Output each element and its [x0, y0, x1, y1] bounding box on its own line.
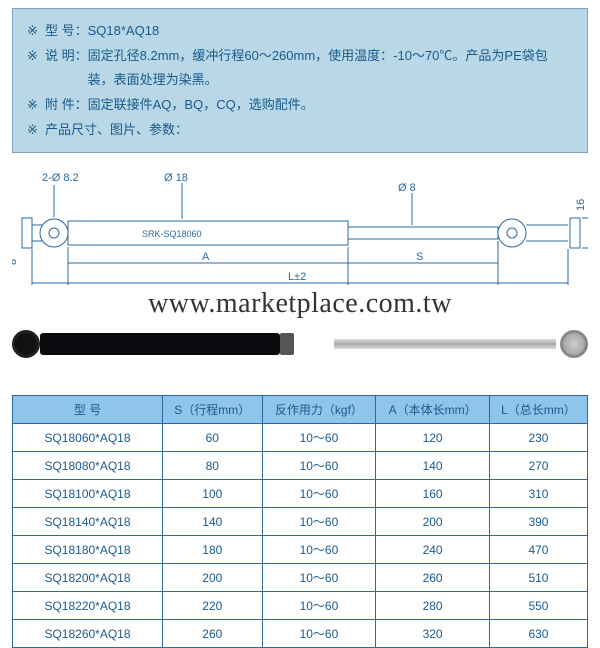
table-row: SQ18080*AQ188010～60140270 [13, 452, 588, 480]
svg-text:Ø 18: Ø 18 [164, 172, 188, 184]
cell-model: SQ18140*AQ18 [13, 508, 163, 536]
cell-model: SQ18180*AQ18 [13, 536, 163, 564]
table-row: SQ18200*AQ1820010～60260510 [13, 564, 588, 592]
cell-a: 140 [376, 452, 490, 480]
gas-spring-rod [334, 339, 556, 349]
size-label: 产品尺寸、图片、参数： [45, 118, 188, 143]
left-eyelet-icon [12, 330, 40, 358]
cell-l: 390 [489, 508, 587, 536]
cell-model: SQ18220*AQ18 [13, 592, 163, 620]
svg-text:8: 8 [12, 259, 19, 265]
table-row: SQ18220*AQ1822010～60280550 [13, 592, 588, 620]
cell-model: SQ18200*AQ18 [13, 564, 163, 592]
rod-cap [280, 333, 294, 355]
cell-l: 550 [489, 592, 587, 620]
table-row: SQ18180*AQ1818010～60240470 [13, 536, 588, 564]
cell-a: 240 [376, 536, 490, 564]
info-panel: ※ 型 号： SQ18*AQ18 ※ 说 明： 固定孔径8.2mm，缓冲行程60… [12, 8, 588, 153]
svg-text:L±2: L±2 [288, 271, 306, 283]
cell-l: 470 [489, 536, 587, 564]
technical-drawing: 2-Ø 8.2 Ø 18 Ø 8 16 8 SRK-SQ18060 A S L±… [12, 163, 588, 293]
cell-s: 80 [163, 452, 263, 480]
cell-a: 160 [376, 480, 490, 508]
cell-l: 310 [489, 480, 587, 508]
cell-l: 270 [489, 452, 587, 480]
table-row: SQ18100*AQ1810010～60160310 [13, 480, 588, 508]
table-row: SQ18260*AQ1826010～60320630 [13, 620, 588, 648]
cell-a: 120 [376, 424, 490, 452]
cell-model: SQ18080*AQ18 [13, 452, 163, 480]
svg-text:2-Ø 8.2: 2-Ø 8.2 [42, 172, 79, 184]
cell-force: 10～60 [262, 536, 376, 564]
cell-a: 280 [376, 592, 490, 620]
svg-text:Ø 8: Ø 8 [398, 182, 416, 194]
cell-force: 10～60 [262, 452, 376, 480]
svg-text:16: 16 [575, 199, 587, 211]
model-value: SQ18*AQ18 [88, 19, 160, 44]
th-stroke: S（行程mm） [163, 396, 263, 424]
svg-text:SRK-SQ18060: SRK-SQ18060 [142, 229, 202, 239]
cell-l: 510 [489, 564, 587, 592]
cell-a: 200 [376, 508, 490, 536]
cell-s: 60 [163, 424, 263, 452]
table-row: SQ18140*AQ1814010～60200390 [13, 508, 588, 536]
cell-s: 100 [163, 480, 263, 508]
spec-table: 型 号 S（行程mm） 反作用力（kgf） A（本体长mm） L（总长mm） S… [12, 395, 588, 648]
cell-l: 230 [489, 424, 587, 452]
attach-text: 固定联接件AQ，BQ，CQ，选购配件。 [88, 93, 314, 118]
cell-s: 180 [163, 536, 263, 564]
svg-text:A: A [202, 251, 210, 263]
bullet-icon: ※ [27, 19, 45, 44]
cell-force: 10～60 [262, 620, 376, 648]
bullet-icon: ※ [27, 118, 45, 143]
cell-model: SQ18100*AQ18 [13, 480, 163, 508]
svg-text:S: S [416, 251, 423, 263]
cell-force: 10～60 [262, 424, 376, 452]
spec-tbody: SQ18060*AQ186010～60120230SQ18080*AQ18801… [13, 424, 588, 648]
attach-label: 附 件： [45, 93, 88, 118]
th-model: 型 号 [13, 396, 163, 424]
cell-a: 320 [376, 620, 490, 648]
cell-model: SQ18260*AQ18 [13, 620, 163, 648]
th-force: 反作用力（kgf） [262, 396, 376, 424]
cell-force: 10～60 [262, 508, 376, 536]
gas-spring-body [40, 333, 280, 355]
cell-force: 10～60 [262, 564, 376, 592]
th-body-length: A（本体长mm） [376, 396, 490, 424]
cell-s: 140 [163, 508, 263, 536]
cell-model: SQ18060*AQ18 [13, 424, 163, 452]
cell-s: 220 [163, 592, 263, 620]
bullet-icon: ※ [27, 44, 45, 93]
cell-force: 10～60 [262, 480, 376, 508]
cell-s: 200 [163, 564, 263, 592]
cell-force: 10～60 [262, 592, 376, 620]
model-label: 型 号： [45, 19, 88, 44]
product-photo [12, 309, 588, 379]
cell-a: 260 [376, 564, 490, 592]
desc-text: 固定孔径8.2mm，缓冲行程60～260mm，使用温度：-10～70℃。产品为P… [88, 44, 573, 93]
bullet-icon: ※ [27, 93, 45, 118]
th-total-length: L（总长mm） [489, 396, 587, 424]
cell-s: 260 [163, 620, 263, 648]
desc-label: 说 明： [45, 44, 88, 93]
table-row: SQ18060*AQ186010～60120230 [13, 424, 588, 452]
right-eyelet-icon [560, 330, 588, 358]
cell-l: 630 [489, 620, 587, 648]
